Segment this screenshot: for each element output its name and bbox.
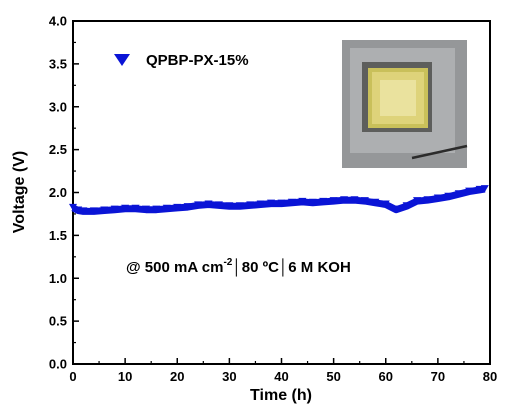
data-point bbox=[79, 207, 88, 215]
y-axis-title: Voltage (V) bbox=[11, 151, 28, 233]
legend-marker-triangle-down bbox=[114, 54, 130, 66]
test-conditions: @ 500 mA cm-2│80 ºC│6 M KOH bbox=[126, 257, 351, 277]
data-point bbox=[152, 205, 161, 213]
x-tick-label: 10 bbox=[118, 369, 132, 384]
data-point bbox=[381, 200, 390, 208]
series-layer bbox=[69, 185, 489, 215]
data-point bbox=[246, 201, 255, 209]
data-point bbox=[194, 201, 203, 209]
test-conditions-superscript: -2 bbox=[223, 257, 232, 268]
y-tick-label: 1.5 bbox=[49, 228, 67, 243]
data-point bbox=[225, 202, 234, 210]
x-tick-label: 70 bbox=[431, 369, 445, 384]
data-point bbox=[173, 203, 182, 211]
test-conditions-prefix: @ 500 mA cm bbox=[126, 259, 223, 276]
x-tick-label: 50 bbox=[326, 369, 340, 384]
data-point bbox=[277, 199, 286, 207]
data-point bbox=[475, 185, 484, 193]
x-axis-title: Time (h) bbox=[250, 387, 312, 404]
data-point bbox=[100, 206, 109, 214]
data-point bbox=[131, 204, 140, 212]
data-point bbox=[141, 205, 150, 213]
data-point bbox=[392, 205, 401, 213]
y-tick-label: 0.5 bbox=[49, 314, 67, 329]
data-point bbox=[235, 202, 244, 210]
x-tick-label: 20 bbox=[170, 369, 184, 384]
data-point bbox=[340, 196, 349, 204]
mea-photo-inset bbox=[342, 40, 468, 168]
y-tick-label: 3.0 bbox=[49, 99, 67, 114]
y-tick-label: 3.5 bbox=[49, 56, 67, 71]
data-point bbox=[454, 190, 463, 198]
data-point bbox=[350, 196, 359, 204]
data-point bbox=[465, 187, 474, 195]
y-tick-label: 2.0 bbox=[49, 185, 67, 200]
data-point bbox=[444, 192, 453, 200]
data-point bbox=[287, 198, 296, 206]
data-point bbox=[267, 199, 276, 207]
data-point bbox=[480, 185, 489, 193]
y-tick-label: 2.5 bbox=[49, 142, 67, 157]
y-tick-label: 4.0 bbox=[49, 14, 67, 29]
data-point bbox=[423, 196, 432, 204]
data-point bbox=[204, 200, 213, 208]
data-point bbox=[183, 203, 192, 211]
legend: QPBP-PX-15% bbox=[114, 52, 249, 69]
data-point bbox=[402, 202, 411, 210]
data-point bbox=[162, 204, 171, 212]
x-tick-label: 40 bbox=[274, 369, 288, 384]
data-point bbox=[256, 200, 265, 208]
x-tick-label: 30 bbox=[222, 369, 236, 384]
x-tick-label: 60 bbox=[379, 369, 393, 384]
data-point bbox=[214, 201, 223, 209]
y-tick-label: 1.0 bbox=[49, 271, 67, 286]
data-point bbox=[329, 197, 338, 205]
axis-ticks: 0 10 20 30 40 50 60 70 80 0.0 0.5 1.0 1.5 2.0 2.5 3.0 3.… bbox=[49, 14, 497, 385]
test-conditions-rest: │80 ºC│6 M KOH bbox=[232, 258, 350, 277]
data-point bbox=[308, 198, 317, 206]
data-point bbox=[110, 205, 119, 213]
data-point bbox=[319, 197, 328, 205]
data-point bbox=[371, 198, 380, 206]
legend-label: QPBP-PX-15% bbox=[146, 52, 249, 69]
data-point bbox=[360, 197, 369, 205]
y-tick-label: 0.0 bbox=[49, 357, 67, 372]
data-point bbox=[433, 194, 442, 202]
x-tick-label: 80 bbox=[483, 369, 497, 384]
data-point bbox=[121, 204, 130, 212]
data-point bbox=[298, 197, 307, 205]
data-point bbox=[89, 207, 98, 215]
data-point bbox=[69, 203, 77, 211]
data-point bbox=[413, 197, 422, 205]
x-tick-label: 0 bbox=[69, 369, 76, 384]
